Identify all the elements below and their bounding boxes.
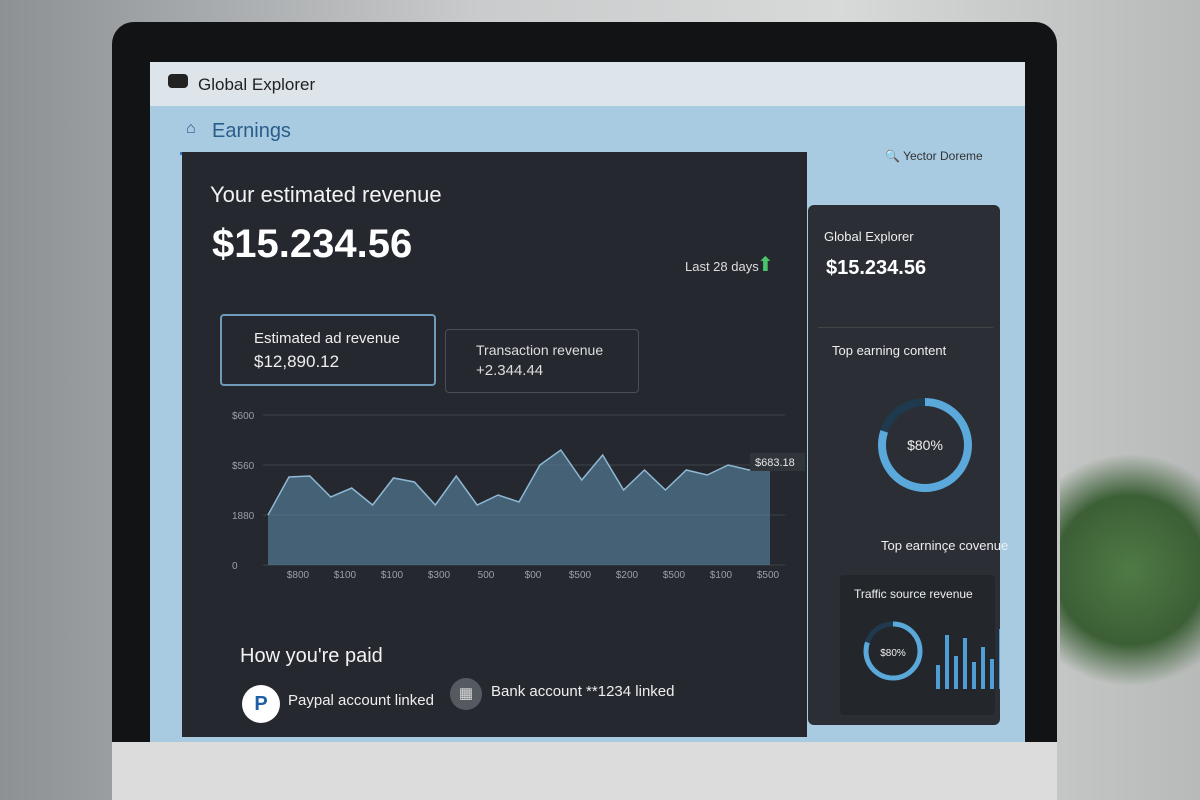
top-content-caption: Top earninçe covenue (881, 538, 1009, 553)
logo-icon (168, 74, 188, 88)
area-line (267, 448, 771, 516)
x-tick-label: $500 (757, 570, 780, 581)
bar (981, 647, 985, 689)
x-tick-label: $00 (525, 570, 542, 581)
revenue-title: Your estimated revenue (210, 182, 442, 207)
nav-tab[interactable]: Earnings (212, 120, 291, 142)
paypal-icon: P (242, 685, 280, 723)
bar (936, 665, 940, 689)
x-tick-label: $200 (616, 570, 639, 581)
bank-icon: ▦ (450, 678, 482, 710)
bar (945, 635, 949, 689)
traffic-title: Traffic source revenue (854, 587, 973, 601)
plant (1060, 420, 1200, 720)
bar (972, 662, 976, 689)
payment-method: Paypal account linked (288, 692, 434, 709)
side-total: $15.234.56 (826, 257, 927, 279)
side-graphics: $80% $80% (863, 398, 1000, 689)
y-tick-label: $600 (232, 411, 255, 422)
donut-arc (863, 621, 923, 681)
end-label: $683.18 (755, 457, 795, 469)
app-name: Global Explorer (198, 75, 316, 94)
revenue-total: $15.234.56 (212, 222, 413, 266)
y-tick-label: 0 (232, 561, 238, 572)
main-panel: Your estimated revenue $15.234.56 Last 2… (182, 152, 807, 737)
top-bar: Global Explorer (150, 62, 1025, 106)
x-tick-label: $500 (569, 570, 592, 581)
payments-title: How you're paid (240, 645, 383, 667)
bar (954, 656, 958, 689)
search[interactable]: 🔍 Yector Doreme (885, 149, 983, 163)
y-tick-label: $560 (232, 461, 255, 472)
period: Last 28 days (685, 259, 759, 274)
transaction-card[interactable]: Transaction revenue +2.344.44 (445, 329, 639, 393)
home-icon: ⌂ (186, 120, 196, 137)
bar (963, 638, 967, 689)
x-tick-label: $300 (428, 570, 451, 581)
x-tick-label: 500 (478, 570, 495, 581)
x-tick-label: $100 (334, 570, 357, 581)
search-text: Yector Doreme (903, 149, 983, 163)
x-tick-label: $100 (710, 570, 733, 581)
card-value: +2.344.44 (476, 362, 544, 379)
bar (990, 659, 994, 689)
area (268, 450, 770, 565)
side-name: Global Explorer (824, 229, 914, 244)
donut-label: $80% (907, 437, 943, 453)
card-label: Transaction revenue (476, 342, 604, 358)
x-tick-label: $800 (287, 570, 310, 581)
end-label-bg (750, 453, 805, 471)
card-value: $12,890.12 (254, 352, 340, 371)
monitor-chin (112, 742, 1057, 800)
bar (999, 629, 1000, 689)
top-content-title: Top earning content (832, 343, 947, 358)
up-arrow: ⬆ (757, 254, 774, 276)
donut-arc (878, 398, 972, 492)
payment-method: Bank account **1234 linked (491, 683, 675, 700)
card-label: Estimated ad revenue (254, 330, 400, 347)
x-tick-label: $100 (381, 570, 404, 581)
x-tick-label: $500 (663, 570, 686, 581)
divider (818, 327, 993, 328)
donut-label: $80% (880, 648, 906, 659)
y-tick-label: 1880 (232, 511, 255, 522)
revenue-chart: $600 $560 1880 0 $800 $100 $100 $300 500 $00 $500 $… (232, 411, 805, 581)
ad-revenue-card[interactable]: Estimated ad revenue $12,890.12 (220, 314, 436, 386)
